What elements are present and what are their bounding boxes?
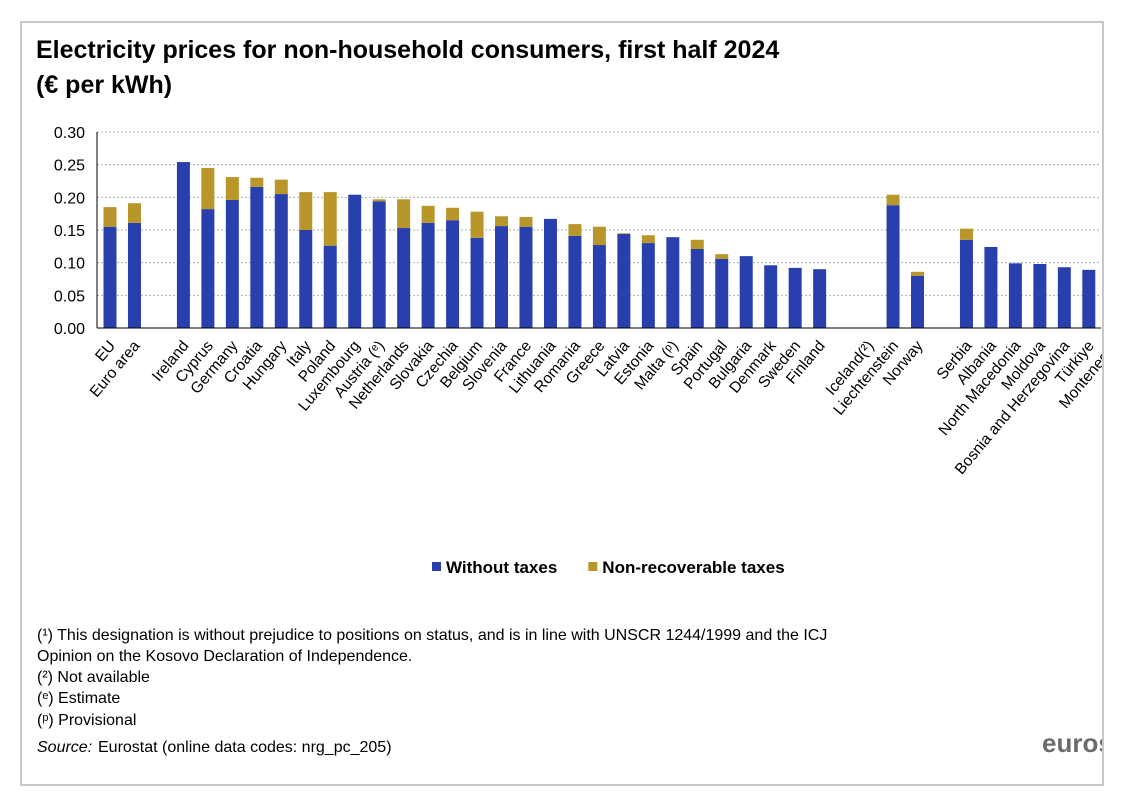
bar-segment (225, 199, 239, 328)
bar-segment (764, 265, 778, 328)
bar-segment (617, 233, 631, 328)
bar-segment (201, 167, 215, 210)
y-tick-label: 0.30 (54, 125, 85, 142)
footnote: (ᵖ) Provisional (37, 712, 136, 729)
bar-segment (1008, 263, 1022, 328)
bar-segment (641, 243, 655, 328)
chart-subtitle: (€ per kWh) (36, 71, 172, 99)
bar-segment (715, 254, 729, 259)
bar-segment (446, 207, 460, 221)
bar-segment (690, 239, 704, 249)
y-tick-label: 0.20 (54, 190, 85, 207)
bar-segment (886, 194, 900, 206)
bar-segment (372, 201, 386, 328)
bar-segment (911, 275, 925, 328)
source: Eurostat (online data codes: nrg_pc_205) (98, 739, 392, 756)
bar-segment (519, 226, 533, 328)
bar-segment (592, 226, 606, 246)
bar-segment (250, 177, 264, 187)
bar-segment (397, 199, 411, 229)
source-label: Source: (37, 739, 92, 756)
bar-segment (323, 245, 337, 328)
legend-swatch (588, 562, 598, 571)
bar-segment (739, 256, 753, 328)
chart-title: Electricity prices for non-household con… (36, 36, 779, 64)
footnote: (²) Not available (37, 669, 150, 686)
bar-segment (446, 220, 460, 328)
bar-segment (103, 226, 117, 328)
bar-segment (397, 228, 411, 328)
bar-segment (225, 177, 239, 200)
frame (20, 21, 1104, 786)
legend-label: Non-recoverable taxes (602, 558, 784, 577)
bar-segment (886, 205, 900, 328)
footnote: (¹) This designation is without prejudic… (37, 627, 827, 644)
bar-segment (690, 248, 704, 328)
bar-segment (495, 226, 509, 328)
bar-segment (568, 224, 582, 236)
bar-segment (274, 194, 288, 328)
bar-segment (299, 192, 313, 230)
bar-segment (1033, 263, 1047, 328)
bar-segment (274, 179, 288, 195)
y-tick-label: 0.00 (54, 321, 85, 338)
bar-segment (176, 162, 190, 328)
bar-segment (127, 222, 141, 328)
bar-segment (250, 186, 264, 328)
bar-segment (495, 216, 509, 227)
bar-segment (421, 222, 435, 328)
footnote: Opinion on the Kosovo Declaration of Ind… (37, 648, 412, 665)
legend-swatch (432, 562, 441, 571)
bar-segment (788, 267, 802, 328)
y-tick-label: 0.10 (54, 256, 85, 273)
bar-segment (617, 233, 631, 234)
bar-segment (666, 237, 680, 328)
bar-segment (127, 203, 141, 223)
bar-segment (1057, 267, 1071, 328)
bar-segment (348, 194, 362, 328)
bar-segment (715, 258, 729, 328)
logo: eurostat (1042, 728, 1129, 758)
bar-segment (201, 209, 215, 328)
bar-segment (470, 237, 484, 328)
bar-segment (372, 199, 386, 202)
bar-segment (519, 216, 533, 227)
bar-segment (592, 245, 606, 328)
bar-segment (813, 269, 827, 328)
bar-segment (1082, 269, 1096, 328)
y-tick-label: 0.15 (54, 223, 85, 240)
bar-segment (323, 192, 337, 246)
bar-segment (984, 246, 998, 328)
bar-segment (299, 230, 313, 328)
y-tick-label: 0.05 (54, 288, 85, 305)
legend-label: Without taxes (446, 558, 557, 577)
bar-segment (959, 228, 973, 240)
bar-segment (543, 218, 557, 328)
bar-segment (103, 207, 117, 227)
bar-segment (568, 235, 582, 328)
bar-segment (911, 271, 925, 276)
y-tick-label: 0.25 (54, 158, 85, 175)
bar-segment (421, 205, 435, 223)
bar-segment (959, 239, 973, 328)
bar-segment (641, 235, 655, 244)
bar-segment (470, 211, 484, 238)
footnote: (ᵉ) Estimate (37, 690, 120, 707)
